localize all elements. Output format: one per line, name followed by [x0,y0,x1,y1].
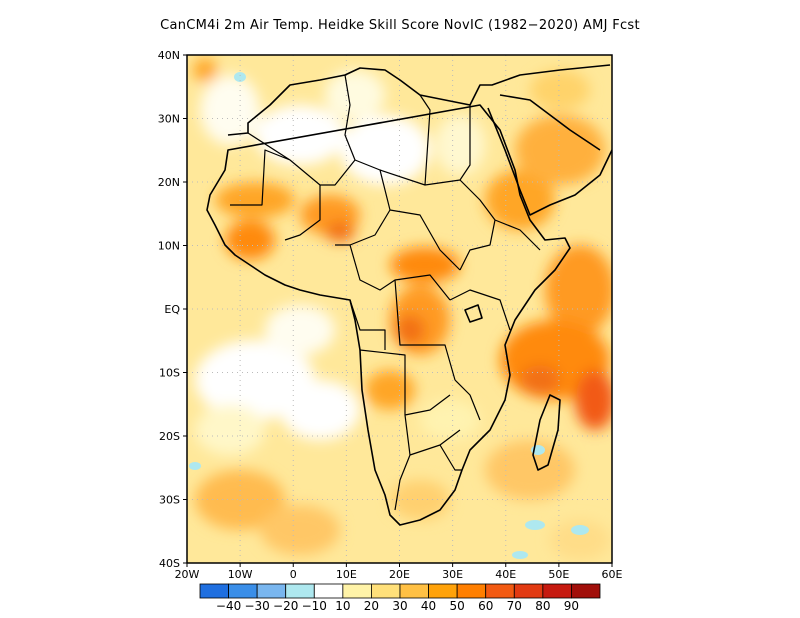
colorbar-label: 50 [450,599,465,613]
lon-tick-label: 20W [175,568,200,581]
colorbar-label: 80 [535,599,550,613]
colorbar-label: −10 [302,599,327,613]
colorbar-label: 30 [392,599,407,613]
arabia-coastline [487,94,612,216]
lon-tick-label: 60E [602,568,623,581]
lat-tick-label: 40N [158,49,180,62]
colorbar-label: −30 [244,599,269,613]
colorbar-swatch [542,583,572,599]
colorbar-label: 70 [507,599,522,613]
longitude-labels: 20W 10W 0 10E 20E 30E 40E 50E 60E [175,563,623,581]
lat-tick-label: 30N [158,113,180,126]
colorbar-swatch [456,583,487,599]
lon-tick-label: 0 [290,568,297,581]
colorbar-swatch [428,583,458,599]
lon-tick-label: 40E [495,568,516,581]
colorbar-label: −40 [216,599,241,613]
lat-tick-label: 10S [159,367,180,380]
country-borders [230,74,541,511]
colorbar-swatch [342,583,372,599]
lon-tick-label: 10E [336,568,357,581]
lon-tick-label: 30E [442,568,463,581]
colorbar-swatch [228,583,258,599]
colorbar-swatch [313,583,344,599]
lat-tick-label: 30S [159,494,180,507]
colorbar-label: 40 [421,599,436,613]
skill-field [187,55,612,563]
colorbar-swatch [485,583,515,599]
colorbar-label: 10 [335,599,350,613]
colorbar-label: 20 [364,599,379,613]
lon-tick-label: 10W [228,568,253,581]
coastline [206,64,612,526]
colorbar-label: 60 [478,599,493,613]
colorbar-swatch [371,583,401,599]
lat-tick-label: 40S [159,557,180,570]
lat-tick-label: 10N [158,240,180,253]
map-grid [187,55,612,563]
colorbar-label: −20 [273,599,298,613]
madagascar-coastline [532,394,561,471]
lake-victoria [464,304,483,323]
lon-tick-label: 50E [548,568,569,581]
colorbar-swatch [513,583,544,599]
africa-coastline [206,64,611,526]
lat-tick-label: 20N [158,176,180,189]
lat-tick-label: 20S [159,430,180,443]
map-title: CanCM4i 2m Air Temp. Heidke Skill Score … [160,18,640,33]
colorbar-label: 90 [564,599,579,613]
colorbar-swatch [399,583,429,599]
lon-tick-label: 20E [389,568,410,581]
colorbar-swatch [571,583,601,599]
colorbar-swatch [256,583,287,599]
colorbar-labels: −40 −30 −20 −10 10 20 30 40 50 60 70 80 90 [216,599,579,613]
colorbar-swatch [285,583,315,599]
colorbar [199,583,601,599]
latitude-labels: 40N 30N 20N 10N EQ 10S 20S 30S 40S [158,49,187,570]
lat-tick-label: EQ [164,303,180,316]
colorbar-swatch [199,583,229,599]
